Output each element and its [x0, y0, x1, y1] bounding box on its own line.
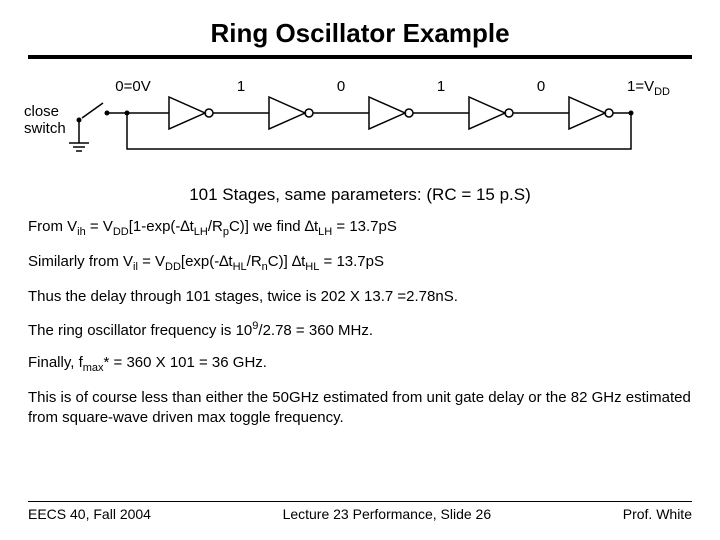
line-4: The ring oscillator frequency is 109/2.7… — [28, 319, 692, 341]
t: = V — [138, 253, 165, 270]
t: [1-exp(-∆t — [129, 218, 194, 235]
t: C)] we find ∆t — [229, 218, 318, 235]
t: [exp(-∆t — [181, 253, 233, 270]
t: = 13.7pS — [319, 253, 384, 270]
t: From V — [28, 218, 77, 235]
t: HL — [233, 261, 247, 273]
t: LH — [194, 226, 208, 238]
t: HL — [305, 261, 319, 273]
t: max — [83, 362, 104, 374]
line-2: Similarly from Vil = VDD[exp(-∆tHL/RnC)]… — [28, 252, 692, 275]
t: * = 360 X 101 = 36 GHz. — [104, 354, 267, 371]
footer-right: Prof. White — [623, 506, 692, 522]
t: /2.78 = 360 MHz. — [258, 322, 373, 339]
t: ih — [77, 226, 86, 238]
slide-title: Ring Oscillator Example — [28, 18, 692, 49]
line-6: This is of course less than either the 5… — [28, 388, 692, 429]
line-3: Thus the delay through 101 stages, twice… — [28, 287, 692, 307]
line-5: Finally, fmax* = 360 X 101 = 36 GHz. — [28, 353, 692, 376]
t: Finally, f — [28, 354, 83, 371]
circuit-svg: 0=0V 1 0 1 0 1=VDD — [24, 69, 684, 179]
circuit-diagram: closeswitch 0=0V 1 0 1 0 1=VDD — [24, 69, 684, 189]
line-1: From Vih = VDD[1-exp(-∆tLH/RpC)] we find… — [28, 217, 692, 240]
t: The ring oscillator frequency is 10 — [28, 322, 252, 339]
t: = 13.7pS — [332, 218, 397, 235]
t: LH — [318, 226, 332, 238]
t: = V — [86, 218, 113, 235]
footer: EECS 40, Fall 2004 Lecture 23 Performanc… — [28, 501, 692, 522]
title-rule — [28, 55, 692, 59]
svg-text:1: 1 — [437, 78, 445, 95]
slide: Ring Oscillator Example closeswitch 0=0V… — [0, 0, 720, 540]
t: Similarly from V — [28, 253, 133, 270]
footer-center: Lecture 23 Performance, Slide 26 — [283, 506, 492, 522]
close-switch-label: closeswitch — [24, 103, 66, 137]
footer-rule — [28, 501, 692, 502]
svg-text:0: 0 — [537, 78, 545, 95]
t: DD — [113, 226, 129, 238]
t: DD — [165, 261, 181, 273]
t: /R — [247, 253, 262, 270]
footer-row: EECS 40, Fall 2004 Lecture 23 Performanc… — [28, 506, 692, 522]
svg-text:1: 1 — [237, 78, 245, 95]
t: C)] ∆t — [268, 253, 306, 270]
footer-left: EECS 40, Fall 2004 — [28, 506, 151, 522]
body-text: From Vih = VDD[1-exp(-∆tLH/RpC)] we find… — [28, 217, 692, 429]
svg-text:1=VDD: 1=VDD — [627, 78, 670, 98]
t: /R — [208, 218, 223, 235]
svg-text:0: 0 — [337, 78, 345, 95]
svg-text:0=0V: 0=0V — [115, 78, 150, 95]
